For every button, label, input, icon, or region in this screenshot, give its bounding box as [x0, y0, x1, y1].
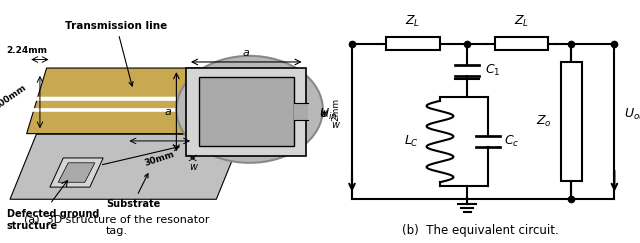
Text: (b)  The equivalent circuit.: (b) The equivalent circuit. [402, 224, 558, 237]
Text: (a)  3D structure of the resonator
tag.: (a) 3D structure of the resonator tag. [24, 214, 209, 236]
Text: $Z_L$: $Z_L$ [405, 14, 420, 29]
Text: $C_c$: $C_c$ [504, 134, 520, 149]
Polygon shape [36, 126, 243, 134]
Text: $Z_o$: $Z_o$ [536, 114, 552, 129]
Bar [186, 68, 306, 156]
Text: Defected ground
structure: Defected ground structure [6, 209, 99, 231]
Text: w: w [189, 162, 196, 172]
Text: w: w [331, 120, 339, 130]
Text: a: a [243, 48, 250, 58]
Bar [386, 37, 440, 51]
Polygon shape [27, 108, 227, 112]
Text: 30mm: 30mm [143, 149, 176, 168]
Text: Substrate: Substrate [106, 174, 160, 208]
Text: $C_1$: $C_1$ [485, 63, 500, 78]
Text: $U_{in}$: $U_{in}$ [319, 107, 338, 122]
Text: a: a [164, 107, 172, 117]
Text: 100mm: 100mm [0, 83, 28, 112]
Text: $U_{out}$: $U_{out}$ [624, 107, 640, 122]
Polygon shape [58, 163, 95, 182]
Text: 2mm: 2mm [331, 98, 340, 121]
Bar [561, 62, 582, 181]
Text: $L_C$: $L_C$ [404, 134, 419, 149]
Polygon shape [27, 97, 227, 101]
Text: $Z_L$: $Z_L$ [514, 14, 529, 29]
Bar [294, 103, 308, 120]
Polygon shape [10, 134, 243, 199]
Text: Transmission line: Transmission line [65, 21, 168, 86]
Text: 2.24mm: 2.24mm [6, 46, 47, 55]
Polygon shape [27, 68, 246, 134]
Bar [199, 77, 294, 146]
Polygon shape [50, 158, 103, 187]
Circle shape [177, 56, 323, 163]
Bar [495, 37, 548, 51]
